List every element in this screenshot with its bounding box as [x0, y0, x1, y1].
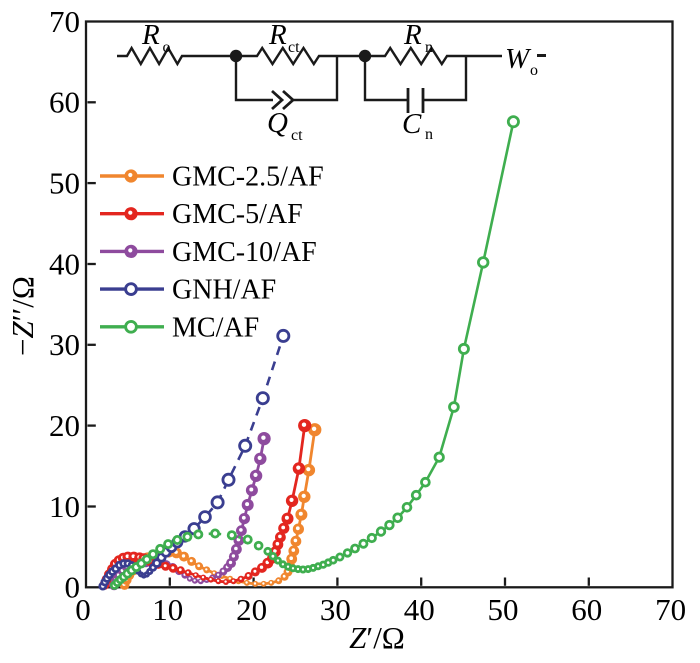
- svg-text:R: R: [268, 19, 287, 51]
- svg-text:ct: ct: [288, 39, 300, 56]
- svg-text:Z′/Ω: Z′/Ω: [349, 620, 405, 655]
- svg-text:40: 40: [49, 246, 80, 281]
- svg-text:GMC-5/AF: GMC-5/AF: [172, 199, 303, 230]
- svg-text:50: 50: [49, 166, 80, 201]
- svg-text:−Z′′/Ω: −Z′′/Ω: [5, 276, 40, 356]
- svg-text:o: o: [163, 39, 171, 56]
- svg-text:W: W: [505, 43, 532, 75]
- svg-text:o: o: [530, 62, 538, 79]
- svg-text:50: 50: [488, 592, 519, 627]
- svg-text:0: 0: [65, 570, 81, 605]
- svg-text:Q: Q: [267, 107, 288, 139]
- svg-text:70: 70: [655, 592, 686, 627]
- svg-text:R: R: [141, 19, 160, 51]
- svg-text:GMC-2.5/AF: GMC-2.5/AF: [172, 162, 324, 193]
- svg-text:n: n: [425, 126, 433, 143]
- svg-text:GMC-10/AF: GMC-10/AF: [172, 237, 317, 268]
- svg-text:10: 10: [49, 489, 80, 524]
- svg-text:10: 10: [152, 592, 183, 627]
- svg-text:60: 60: [571, 592, 602, 627]
- svg-text:R: R: [403, 19, 422, 51]
- svg-text:40: 40: [404, 592, 435, 627]
- svg-text:30: 30: [320, 592, 351, 627]
- svg-text:70: 70: [49, 4, 80, 39]
- svg-text:ct: ct: [291, 127, 303, 144]
- svg-text:0: 0: [75, 592, 91, 627]
- svg-text:60: 60: [49, 85, 80, 120]
- svg-text:20: 20: [49, 408, 80, 443]
- svg-text:C: C: [402, 108, 422, 140]
- svg-text:n: n: [425, 39, 433, 56]
- svg-text:30: 30: [49, 327, 80, 362]
- svg-text:MC/AF: MC/AF: [172, 312, 259, 343]
- svg-text:GNH/AF: GNH/AF: [172, 275, 276, 306]
- svg-text:20: 20: [236, 592, 267, 627]
